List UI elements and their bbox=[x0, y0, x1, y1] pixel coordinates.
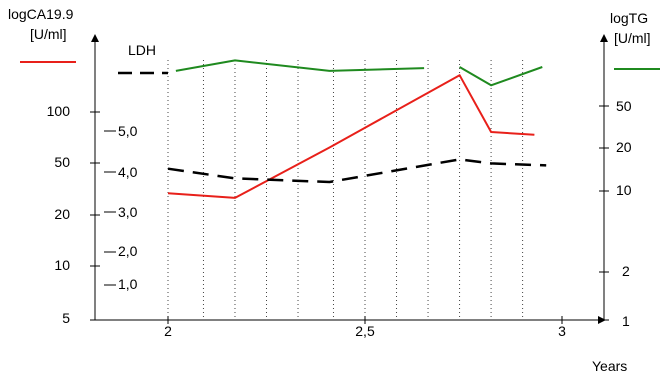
right-tick-label: 50 bbox=[616, 98, 632, 114]
right-axis-arrow bbox=[600, 34, 608, 42]
series-line bbox=[167, 74, 535, 199]
series-logtg bbox=[175, 59, 543, 87]
ldh-label: LDH bbox=[128, 42, 156, 58]
series-line bbox=[167, 158, 547, 184]
ldh-tick-label: 4,0 bbox=[118, 164, 138, 180]
series-logca199 bbox=[167, 74, 535, 199]
left-axis-label-line2: [U/ml] bbox=[30, 26, 67, 42]
series-line bbox=[459, 66, 543, 87]
left-tick-label: 50 bbox=[54, 154, 70, 170]
ldh-tick-label: 3,0 bbox=[118, 204, 138, 220]
ldh-tick-label: 5,0 bbox=[118, 123, 138, 139]
x-tick-label: 3 bbox=[558, 323, 566, 339]
series-ldh bbox=[167, 158, 547, 184]
left-tick-label: 10 bbox=[54, 257, 70, 273]
x-tick-label: 2,5 bbox=[355, 323, 375, 339]
vertical-grid bbox=[167, 60, 524, 320]
ldh-tick-label: 1,0 bbox=[118, 276, 138, 292]
right-tick-label: 20 bbox=[616, 139, 632, 155]
x-axis-label: Years bbox=[592, 358, 627, 374]
left-tick-label: 100 bbox=[47, 103, 71, 119]
x-tick-label: 2 bbox=[164, 323, 172, 339]
left-axis-label-line1: logCA19.9 bbox=[8, 6, 74, 22]
ldh-tick-label: 2,0 bbox=[118, 243, 138, 259]
series bbox=[167, 59, 547, 199]
right-axis-label-line1: logTG bbox=[610, 10, 648, 26]
right-axis-label-line2: [U/ml] bbox=[614, 30, 651, 46]
left-tick-label: 20 bbox=[54, 206, 70, 222]
right-tick-label: 2 bbox=[622, 263, 630, 279]
right-tick-label: 10 bbox=[616, 182, 632, 198]
series-line bbox=[175, 59, 425, 72]
tick-marks bbox=[90, 105, 609, 324]
right-tick-label: 1 bbox=[622, 313, 630, 329]
left-tick-label: 5 bbox=[62, 310, 70, 326]
left-axis-arrow bbox=[91, 34, 99, 42]
legend bbox=[20, 61, 660, 75]
